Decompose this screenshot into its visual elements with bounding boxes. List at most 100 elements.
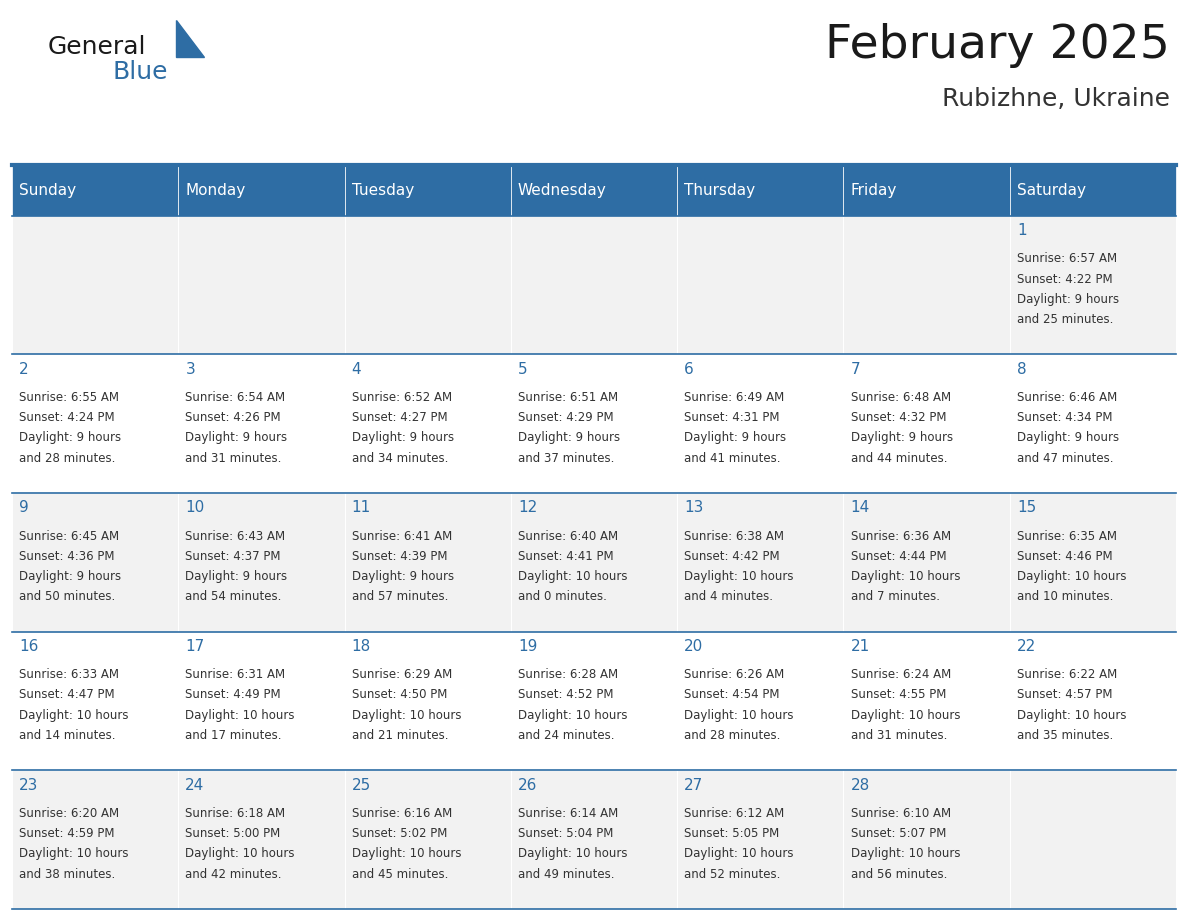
FancyBboxPatch shape bbox=[1010, 770, 1176, 909]
Text: and 56 minutes.: and 56 minutes. bbox=[851, 868, 947, 880]
Text: Friday: Friday bbox=[851, 183, 897, 198]
FancyBboxPatch shape bbox=[511, 216, 677, 354]
Text: and 24 minutes.: and 24 minutes. bbox=[518, 729, 614, 742]
FancyBboxPatch shape bbox=[511, 770, 677, 909]
Text: Sunset: 4:49 PM: Sunset: 4:49 PM bbox=[185, 688, 280, 701]
FancyBboxPatch shape bbox=[178, 493, 345, 632]
Text: 8: 8 bbox=[1017, 362, 1026, 376]
Text: Daylight: 10 hours: Daylight: 10 hours bbox=[185, 847, 295, 860]
FancyBboxPatch shape bbox=[12, 354, 178, 493]
Text: Daylight: 9 hours: Daylight: 9 hours bbox=[19, 431, 121, 444]
Text: Thursday: Thursday bbox=[684, 183, 756, 198]
Text: 4: 4 bbox=[352, 362, 361, 376]
Text: Sunset: 5:02 PM: Sunset: 5:02 PM bbox=[352, 827, 447, 840]
FancyBboxPatch shape bbox=[677, 770, 843, 909]
Text: Sunset: 4:59 PM: Sunset: 4:59 PM bbox=[19, 827, 114, 840]
Text: Sunset: 4:52 PM: Sunset: 4:52 PM bbox=[518, 688, 613, 701]
Text: Monday: Monday bbox=[185, 183, 246, 198]
FancyBboxPatch shape bbox=[178, 216, 345, 354]
Text: Sunset: 4:36 PM: Sunset: 4:36 PM bbox=[19, 550, 114, 563]
Text: Sunrise: 6:29 AM: Sunrise: 6:29 AM bbox=[352, 668, 451, 681]
Text: and 49 minutes.: and 49 minutes. bbox=[518, 868, 614, 880]
Text: Sunrise: 6:16 AM: Sunrise: 6:16 AM bbox=[352, 807, 451, 820]
Text: Saturday: Saturday bbox=[1017, 183, 1086, 198]
Text: 15: 15 bbox=[1017, 500, 1036, 515]
FancyBboxPatch shape bbox=[178, 165, 345, 216]
Text: 14: 14 bbox=[851, 500, 870, 515]
Text: 24: 24 bbox=[185, 778, 204, 792]
Text: Sunset: 4:27 PM: Sunset: 4:27 PM bbox=[352, 411, 447, 424]
Text: and 28 minutes.: and 28 minutes. bbox=[19, 452, 115, 465]
FancyBboxPatch shape bbox=[677, 493, 843, 632]
Text: Blue: Blue bbox=[113, 60, 169, 84]
Text: Sunrise: 6:12 AM: Sunrise: 6:12 AM bbox=[684, 807, 784, 820]
Text: Sunrise: 6:18 AM: Sunrise: 6:18 AM bbox=[185, 807, 285, 820]
Text: Sunset: 4:37 PM: Sunset: 4:37 PM bbox=[185, 550, 280, 563]
FancyBboxPatch shape bbox=[345, 216, 511, 354]
Text: Daylight: 9 hours: Daylight: 9 hours bbox=[1017, 293, 1119, 306]
Text: and 35 minutes.: and 35 minutes. bbox=[1017, 729, 1113, 742]
FancyBboxPatch shape bbox=[12, 770, 178, 909]
Text: and 31 minutes.: and 31 minutes. bbox=[185, 452, 282, 465]
Text: Sunset: 4:54 PM: Sunset: 4:54 PM bbox=[684, 688, 779, 701]
Text: Sunset: 4:22 PM: Sunset: 4:22 PM bbox=[1017, 273, 1112, 285]
Text: and 25 minutes.: and 25 minutes. bbox=[1017, 313, 1113, 326]
Text: Sunset: 5:04 PM: Sunset: 5:04 PM bbox=[518, 827, 613, 840]
FancyBboxPatch shape bbox=[843, 770, 1010, 909]
Text: Daylight: 9 hours: Daylight: 9 hours bbox=[185, 570, 287, 583]
Text: 1: 1 bbox=[1017, 223, 1026, 238]
FancyBboxPatch shape bbox=[178, 770, 345, 909]
Text: Daylight: 9 hours: Daylight: 9 hours bbox=[352, 570, 454, 583]
Text: 22: 22 bbox=[1017, 639, 1036, 654]
Text: and 52 minutes.: and 52 minutes. bbox=[684, 868, 781, 880]
FancyBboxPatch shape bbox=[345, 354, 511, 493]
Text: Sunset: 4:57 PM: Sunset: 4:57 PM bbox=[1017, 688, 1112, 701]
Text: Sunset: 5:07 PM: Sunset: 5:07 PM bbox=[851, 827, 946, 840]
Text: Daylight: 10 hours: Daylight: 10 hours bbox=[851, 847, 960, 860]
Text: and 41 minutes.: and 41 minutes. bbox=[684, 452, 781, 465]
Text: and 38 minutes.: and 38 minutes. bbox=[19, 868, 115, 880]
FancyBboxPatch shape bbox=[12, 165, 178, 216]
Text: Sunrise: 6:35 AM: Sunrise: 6:35 AM bbox=[1017, 530, 1117, 543]
Text: Sunset: 5:00 PM: Sunset: 5:00 PM bbox=[185, 827, 280, 840]
Text: 5: 5 bbox=[518, 362, 527, 376]
Text: Rubizhne, Ukraine: Rubizhne, Ukraine bbox=[942, 87, 1170, 111]
FancyBboxPatch shape bbox=[677, 165, 843, 216]
Text: February 2025: February 2025 bbox=[826, 23, 1170, 68]
FancyBboxPatch shape bbox=[511, 493, 677, 632]
Text: Daylight: 10 hours: Daylight: 10 hours bbox=[518, 709, 627, 722]
Text: Sunrise: 6:36 AM: Sunrise: 6:36 AM bbox=[851, 530, 950, 543]
FancyBboxPatch shape bbox=[12, 493, 178, 632]
Text: and 54 minutes.: and 54 minutes. bbox=[185, 590, 282, 603]
Text: Sunrise: 6:41 AM: Sunrise: 6:41 AM bbox=[352, 530, 451, 543]
FancyBboxPatch shape bbox=[843, 632, 1010, 770]
Text: Sunset: 4:24 PM: Sunset: 4:24 PM bbox=[19, 411, 114, 424]
FancyBboxPatch shape bbox=[12, 216, 178, 354]
Polygon shape bbox=[176, 20, 204, 57]
Text: Daylight: 10 hours: Daylight: 10 hours bbox=[352, 709, 461, 722]
Text: 26: 26 bbox=[518, 778, 537, 792]
Text: and 44 minutes.: and 44 minutes. bbox=[851, 452, 947, 465]
Text: Daylight: 10 hours: Daylight: 10 hours bbox=[518, 847, 627, 860]
FancyBboxPatch shape bbox=[511, 354, 677, 493]
Text: Sunday: Sunday bbox=[19, 183, 76, 198]
Text: 28: 28 bbox=[851, 778, 870, 792]
Text: Sunset: 4:44 PM: Sunset: 4:44 PM bbox=[851, 550, 946, 563]
Text: and 0 minutes.: and 0 minutes. bbox=[518, 590, 607, 603]
Text: 3: 3 bbox=[185, 362, 195, 376]
Text: Sunset: 4:41 PM: Sunset: 4:41 PM bbox=[518, 550, 613, 563]
Text: Sunrise: 6:57 AM: Sunrise: 6:57 AM bbox=[1017, 252, 1117, 265]
Text: Daylight: 10 hours: Daylight: 10 hours bbox=[851, 709, 960, 722]
Text: Sunrise: 6:14 AM: Sunrise: 6:14 AM bbox=[518, 807, 618, 820]
Text: Sunrise: 6:52 AM: Sunrise: 6:52 AM bbox=[352, 391, 451, 404]
Text: Sunset: 4:50 PM: Sunset: 4:50 PM bbox=[352, 688, 447, 701]
Text: 17: 17 bbox=[185, 639, 204, 654]
Text: Sunset: 4:32 PM: Sunset: 4:32 PM bbox=[851, 411, 946, 424]
Text: and 28 minutes.: and 28 minutes. bbox=[684, 729, 781, 742]
Text: Tuesday: Tuesday bbox=[352, 183, 413, 198]
Text: Daylight: 9 hours: Daylight: 9 hours bbox=[185, 431, 287, 444]
Text: Daylight: 9 hours: Daylight: 9 hours bbox=[1017, 431, 1119, 444]
FancyBboxPatch shape bbox=[345, 493, 511, 632]
Text: Sunset: 4:47 PM: Sunset: 4:47 PM bbox=[19, 688, 114, 701]
Text: Daylight: 9 hours: Daylight: 9 hours bbox=[851, 431, 953, 444]
